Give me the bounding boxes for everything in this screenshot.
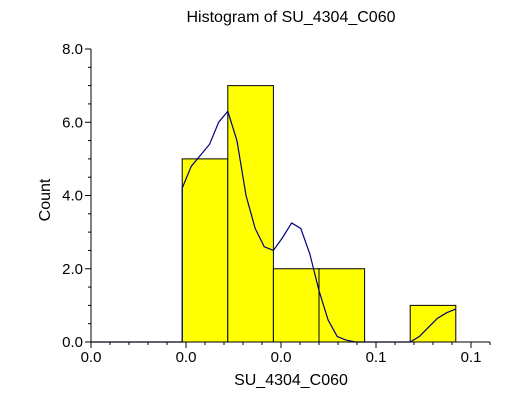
y-tick-label: 8.0 xyxy=(62,41,83,58)
y-tick-label: 4.0 xyxy=(62,188,83,205)
x-tick-label: 0.1 xyxy=(461,349,482,366)
x-tick-label: 0.1 xyxy=(366,349,387,366)
histogram-bar-0 xyxy=(181,158,229,343)
y-tick-label: 6.0 xyxy=(62,114,83,131)
bars-layer xyxy=(181,85,457,343)
histogram-bar-5 xyxy=(409,304,457,343)
y-tick-label: 2.0 xyxy=(62,261,83,278)
histogram-bar-3 xyxy=(318,268,366,343)
chart-title: Histogram of SU_4304_C060 xyxy=(186,9,395,26)
x-tick-label: 0.0 xyxy=(176,349,197,366)
y-axis-label: Count xyxy=(37,178,54,221)
x-tick-label: 0.0 xyxy=(81,349,102,366)
x-axis-label: SU_4304_C060 xyxy=(234,372,348,389)
histogram-bar-2 xyxy=(272,268,320,343)
y-tick-label: 0.0 xyxy=(62,334,83,351)
x-tick-label: 0.0 xyxy=(271,349,292,366)
ticks-layer: 0.02.04.06.08.00.0 0.0 0.0 0.1 0.1 xyxy=(62,41,491,366)
